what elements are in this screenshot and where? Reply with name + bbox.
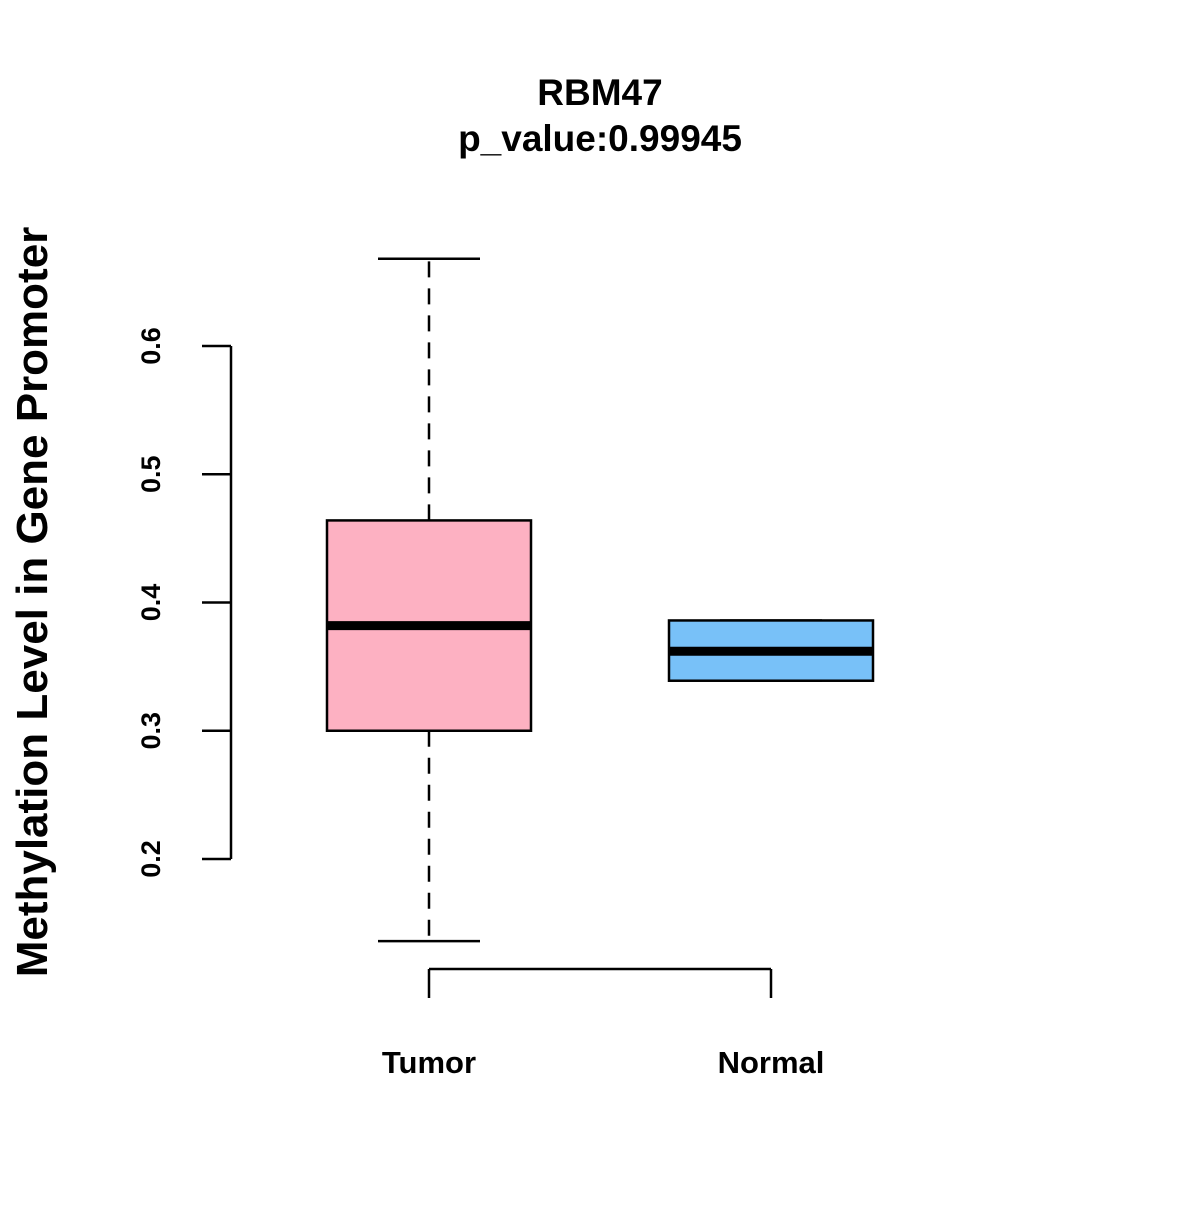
- y-axis-label: Methylation Level in Gene Promoter: [8, 227, 57, 978]
- x-tick-label-tumor: Tumor: [382, 1045, 476, 1080]
- y-tick-label: 0.5: [136, 455, 166, 493]
- chart-title: RBM47: [537, 72, 662, 113]
- y-axis: 0.2 0.3 0.4 0.5 0.6: [136, 327, 233, 878]
- x-tick-label-normal: Normal: [718, 1045, 825, 1080]
- y-tick-label: 0.3: [136, 712, 166, 750]
- y-tick-label: 0.6: [136, 327, 166, 365]
- box-normal: [667, 619, 875, 682]
- box-group: [325, 257, 875, 943]
- y-tick-label: 0.4: [136, 584, 166, 622]
- chart-subtitle: p_value:0.99945: [458, 118, 742, 159]
- box-tumor: [325, 257, 533, 943]
- y-tick-label: 0.2: [136, 840, 166, 878]
- x-axis: Tumor Normal: [382, 967, 825, 1080]
